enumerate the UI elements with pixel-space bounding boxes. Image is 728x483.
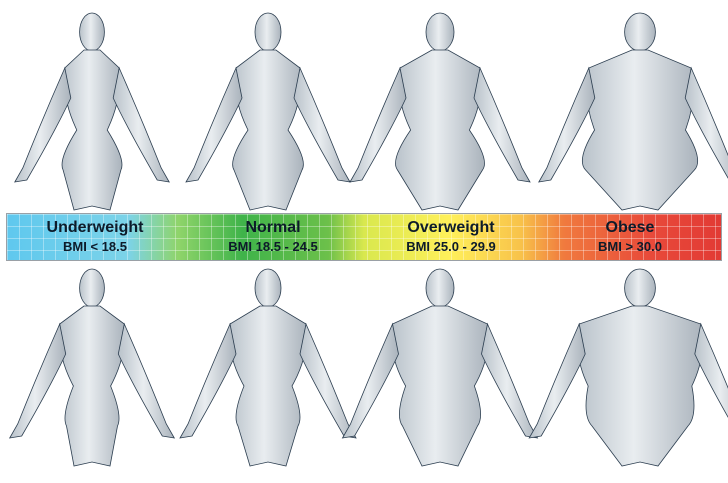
category-normal: Normal BMI 18.5 - 24.5: [183, 214, 363, 260]
male-overweight-figure: [341, 268, 539, 467]
male-normal-figure: [179, 268, 357, 467]
category-name: Normal: [245, 219, 301, 236]
category-range: BMI 18.5 - 24.5: [228, 239, 318, 254]
female-underweight-figure: [14, 12, 170, 211]
category-name: Obese: [605, 219, 655, 236]
bmi-scale-bar: Underweight BMI < 18.5 Normal BMI 18.5 -…: [6, 213, 722, 261]
female-normal-figure: [185, 12, 351, 211]
category-range: BMI < 18.5: [63, 239, 127, 254]
male-underweight-figure: [8, 268, 176, 467]
category-overweight: Overweight BMI 25.0 - 29.9: [363, 214, 539, 260]
category-obese: Obese BMI > 30.0: [539, 214, 721, 260]
female-overweight-figure: [349, 12, 531, 211]
category-underweight: Underweight BMI < 18.5: [7, 214, 183, 260]
category-name: Overweight: [407, 219, 495, 236]
female-obese-figure: [538, 12, 728, 211]
category-name: Underweight: [46, 219, 144, 236]
category-range: BMI > 30.0: [598, 239, 662, 254]
category-range: BMI 25.0 - 29.9: [406, 239, 496, 254]
male-obese-figure: [528, 268, 728, 467]
